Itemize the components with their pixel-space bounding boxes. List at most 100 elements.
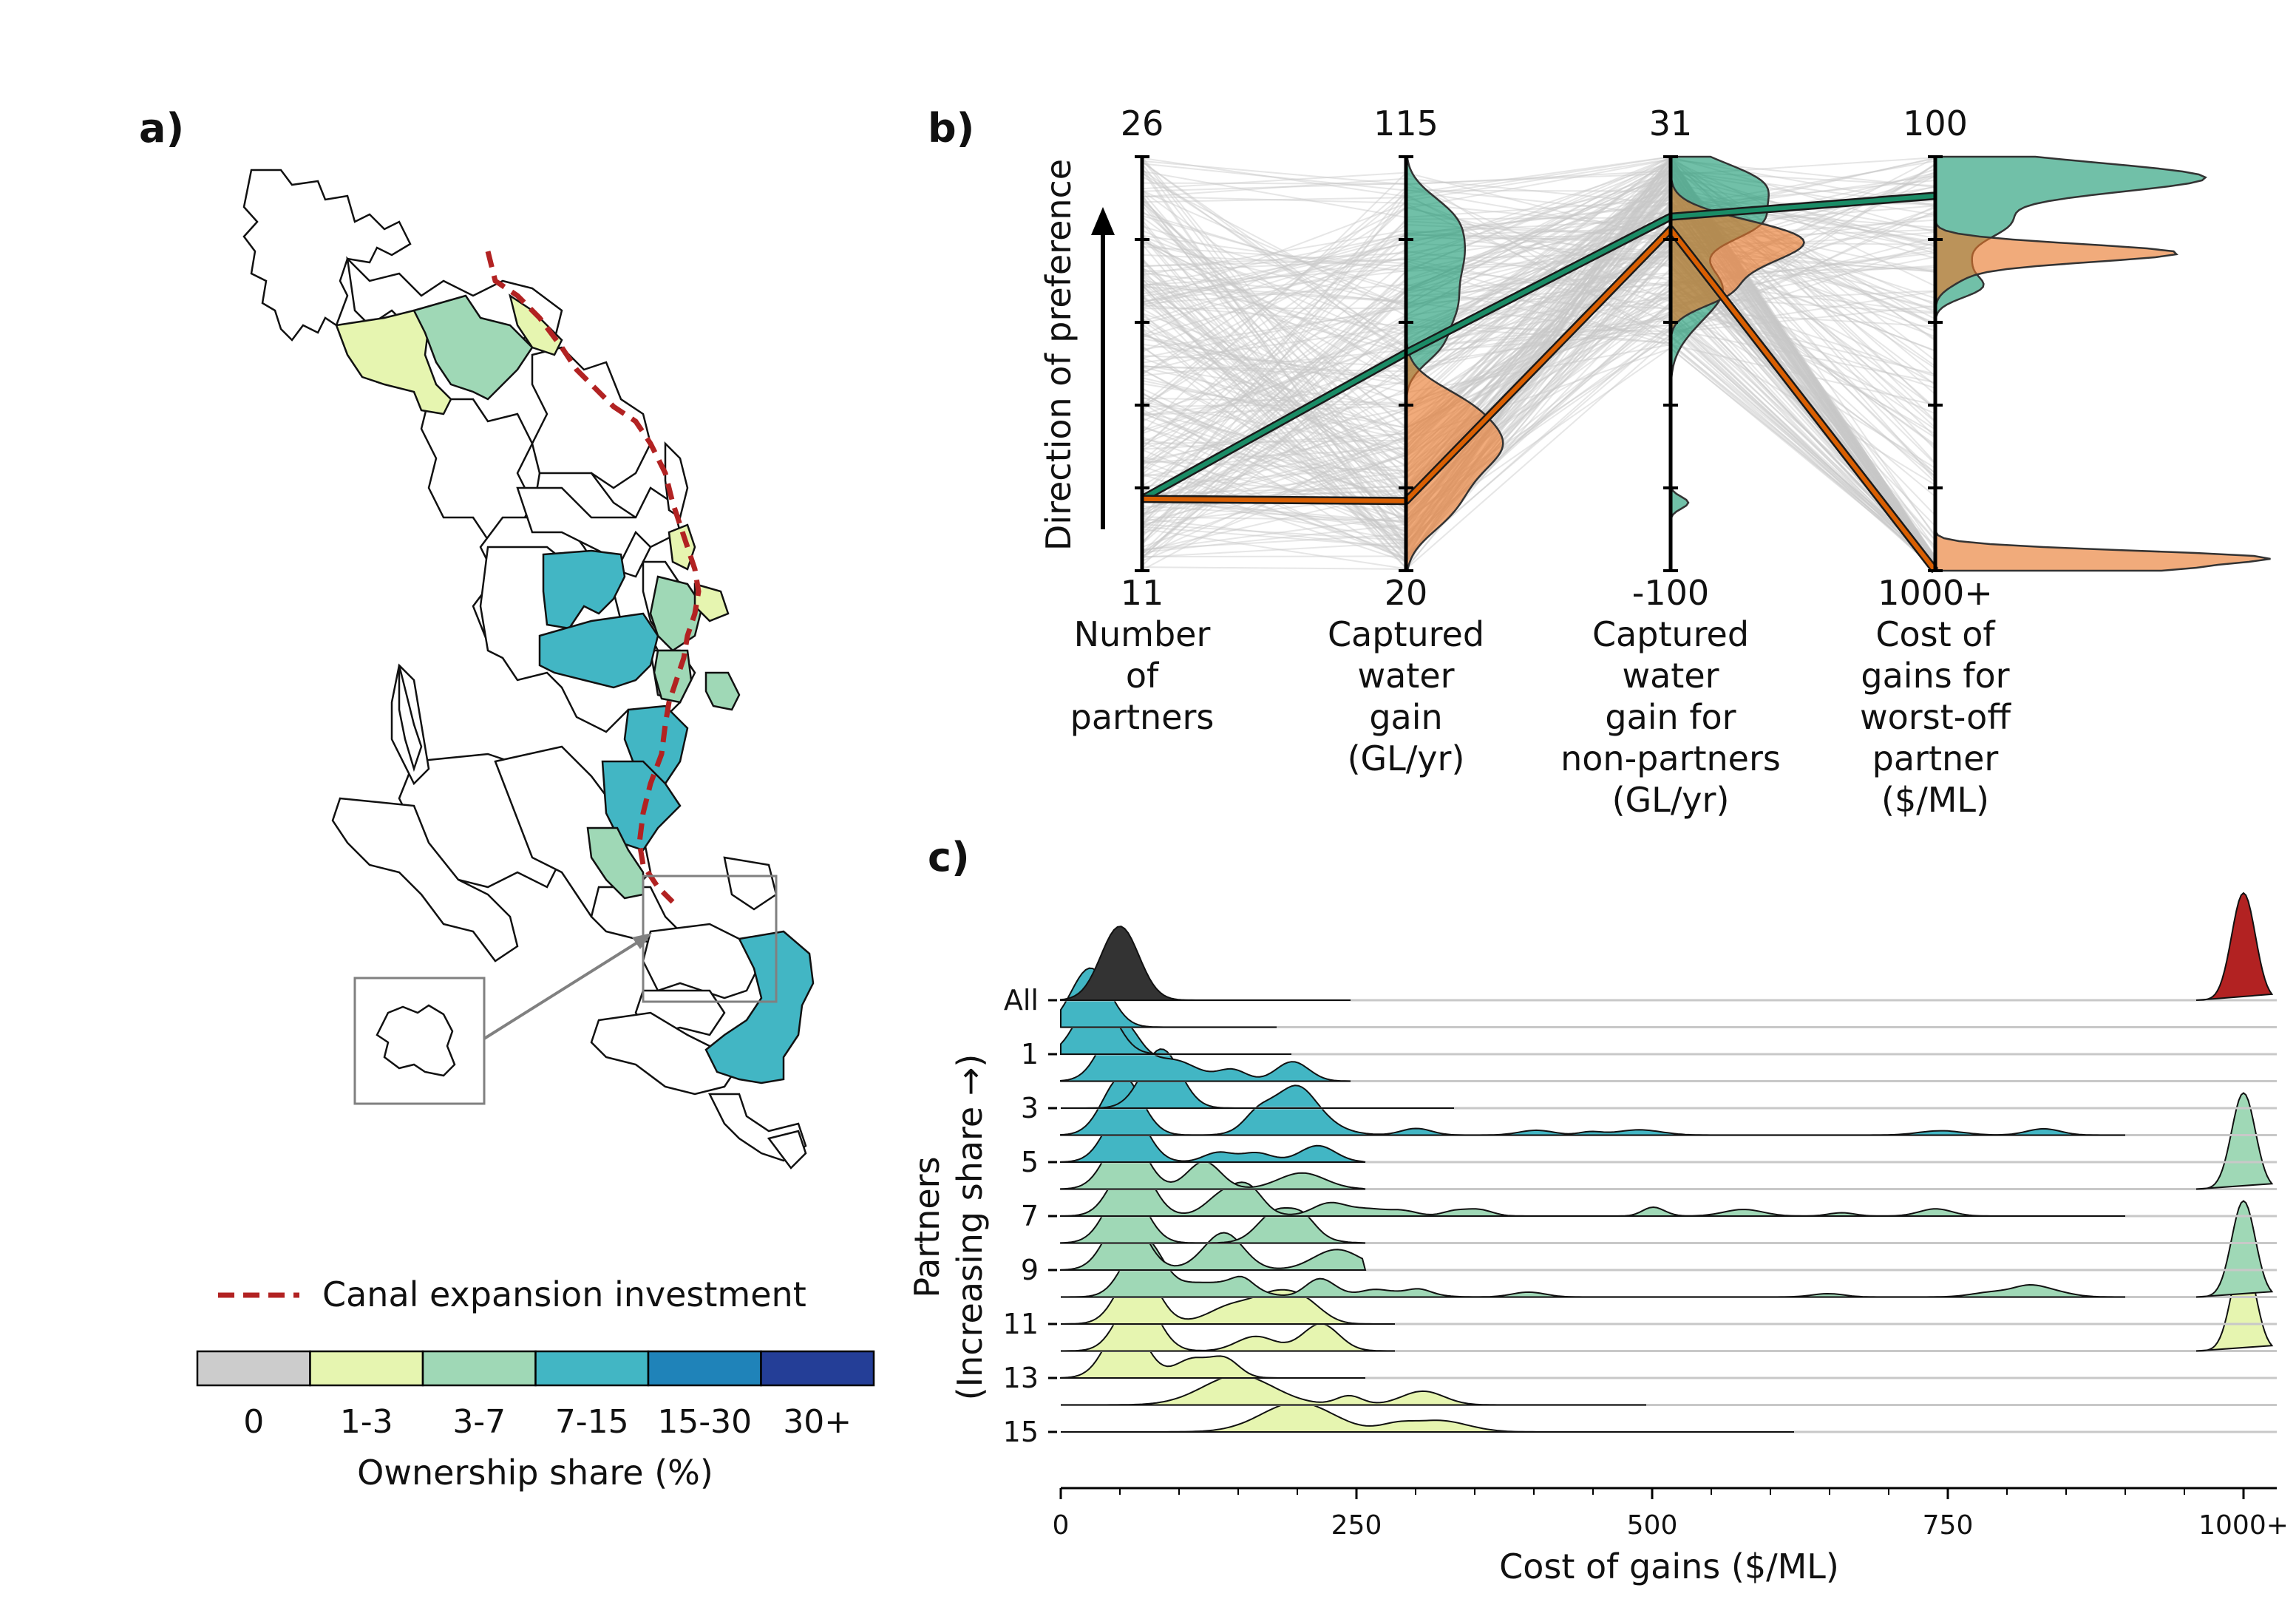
- ridge-outlier-peak: [2195, 1200, 2274, 1298]
- y-tick-label: 7: [1021, 1200, 1039, 1232]
- solution-line: [1141, 200, 1936, 564]
- region-share-7-15: [538, 612, 659, 689]
- colorbar-bin: [196, 1350, 311, 1387]
- solution-line: [1141, 241, 1936, 527]
- solution-line: [1141, 170, 1936, 546]
- solution-line: [1141, 194, 1936, 442]
- solution-line: [1141, 157, 1936, 310]
- solution-line: [1141, 171, 1936, 413]
- solution-line: [1141, 172, 1936, 563]
- map-region: [398, 665, 423, 773]
- solution-line: [1141, 190, 1936, 565]
- solution-line: [1141, 179, 1936, 568]
- ridge-density: [1060, 1075, 2125, 1136]
- axis-title-line: (GL/yr): [1348, 739, 1465, 778]
- colorbar-bin: [647, 1350, 762, 1387]
- axis-top-value: 115: [1373, 103, 1439, 143]
- solution-line: [1141, 172, 1936, 560]
- solution-line: [1141, 236, 1936, 407]
- solution-line: [1141, 245, 1936, 544]
- solution-line: [1141, 215, 1936, 524]
- solution-line: [1141, 310, 1936, 522]
- axis-title-line: water: [1622, 656, 1719, 696]
- solution-line: [1141, 190, 1936, 557]
- solution-line: [1141, 237, 1936, 540]
- axis-title-line: Number: [1074, 614, 1211, 654]
- solution-line: [1141, 203, 1936, 568]
- solution-line: [1141, 191, 1936, 567]
- solution-line: [1141, 284, 1936, 354]
- colorbar-tick-label: 0: [243, 1403, 264, 1441]
- x-tick-label: 500: [1627, 1510, 1678, 1541]
- ownership-colorbar: 0 1-3 3-7 7-15 15-30 30+: [196, 1350, 875, 1441]
- solution-line: [1141, 186, 1936, 557]
- axis-title-line: gain: [1369, 697, 1442, 737]
- solution-line: [1141, 211, 1936, 552]
- solution-line: [1141, 180, 1936, 563]
- solution-line: [1141, 163, 1936, 565]
- solution-line: [1141, 156, 1936, 566]
- x-tick-label: 750: [1923, 1510, 1974, 1541]
- solution-line: [1141, 256, 1936, 543]
- solution-line: [1141, 161, 1936, 558]
- solution-line: [1141, 158, 1936, 376]
- solution-line: [1141, 163, 1936, 523]
- solution-line: [1141, 160, 1936, 494]
- solution-line: [1141, 160, 1936, 207]
- solution-line: [1141, 155, 1936, 571]
- solution-line: [1141, 239, 1936, 570]
- y-tick-label: 15: [1003, 1416, 1039, 1448]
- solution-line: [1141, 206, 1936, 449]
- solution-line: [1141, 172, 1936, 434]
- solution-line: [1141, 267, 1936, 336]
- solution-line: [1141, 245, 1936, 373]
- solution-line: [1141, 155, 1936, 570]
- map-region: [331, 797, 519, 963]
- solution-line: [1141, 233, 1936, 510]
- region-share-7-15: [601, 760, 682, 852]
- solution-line: [1141, 249, 1936, 447]
- axis-top-value: 26: [1121, 103, 1164, 143]
- solution-line: [1141, 195, 1936, 534]
- solution-line: [1141, 212, 1936, 501]
- solution-line: [1141, 189, 1936, 526]
- solution-line: [1141, 290, 1936, 558]
- x-axis-ticks: 0 250 500 750 1000+: [1053, 1488, 2289, 1541]
- solution-line: [1141, 189, 1936, 560]
- solution-line: [1141, 319, 1936, 557]
- solution-line: [1141, 161, 1936, 562]
- solution-line: [1141, 210, 1936, 475]
- solution-line: [1141, 229, 1936, 571]
- solution-line: [1141, 157, 1936, 546]
- solution-line: [1141, 163, 1936, 347]
- region-share-3-7: [412, 294, 534, 401]
- region-share-7-15: [542, 549, 626, 630]
- solution-line: [1141, 192, 1936, 561]
- solution-line: [1141, 157, 1936, 542]
- axis-title-line: non-partners: [1560, 739, 1781, 778]
- solution-line: [1141, 256, 1936, 534]
- panel-b-parallel-coordinates: b) 2611Numberofpartners11520Capturedwate…: [928, 103, 2271, 820]
- solution-line: [1141, 242, 1936, 565]
- solution-line: [1141, 157, 1936, 570]
- solution-line: [1141, 205, 1936, 562]
- solution-line: [1141, 191, 1936, 523]
- panel-c-label: c): [928, 834, 970, 880]
- inset-box: [353, 977, 486, 1105]
- solution-line: [1141, 160, 1936, 565]
- region-share-7-15: [704, 930, 815, 1084]
- solution-line: [1141, 158, 1936, 498]
- preference-axis-label: Direction of preference: [1039, 159, 1079, 551]
- solution-line: [1141, 175, 1936, 551]
- solution-line: [1141, 285, 1936, 570]
- solution-line: [1141, 253, 1936, 436]
- panel-a-map: a): [139, 105, 875, 1493]
- solution-line: [1141, 179, 1936, 568]
- ridge-density: [1060, 926, 1351, 1001]
- axis-title-line: partners: [1070, 697, 1215, 737]
- solution-line: [1141, 169, 1936, 566]
- solution-line: [1141, 243, 1936, 557]
- solution-line: [1141, 199, 1936, 565]
- solution-line: [1141, 186, 1936, 503]
